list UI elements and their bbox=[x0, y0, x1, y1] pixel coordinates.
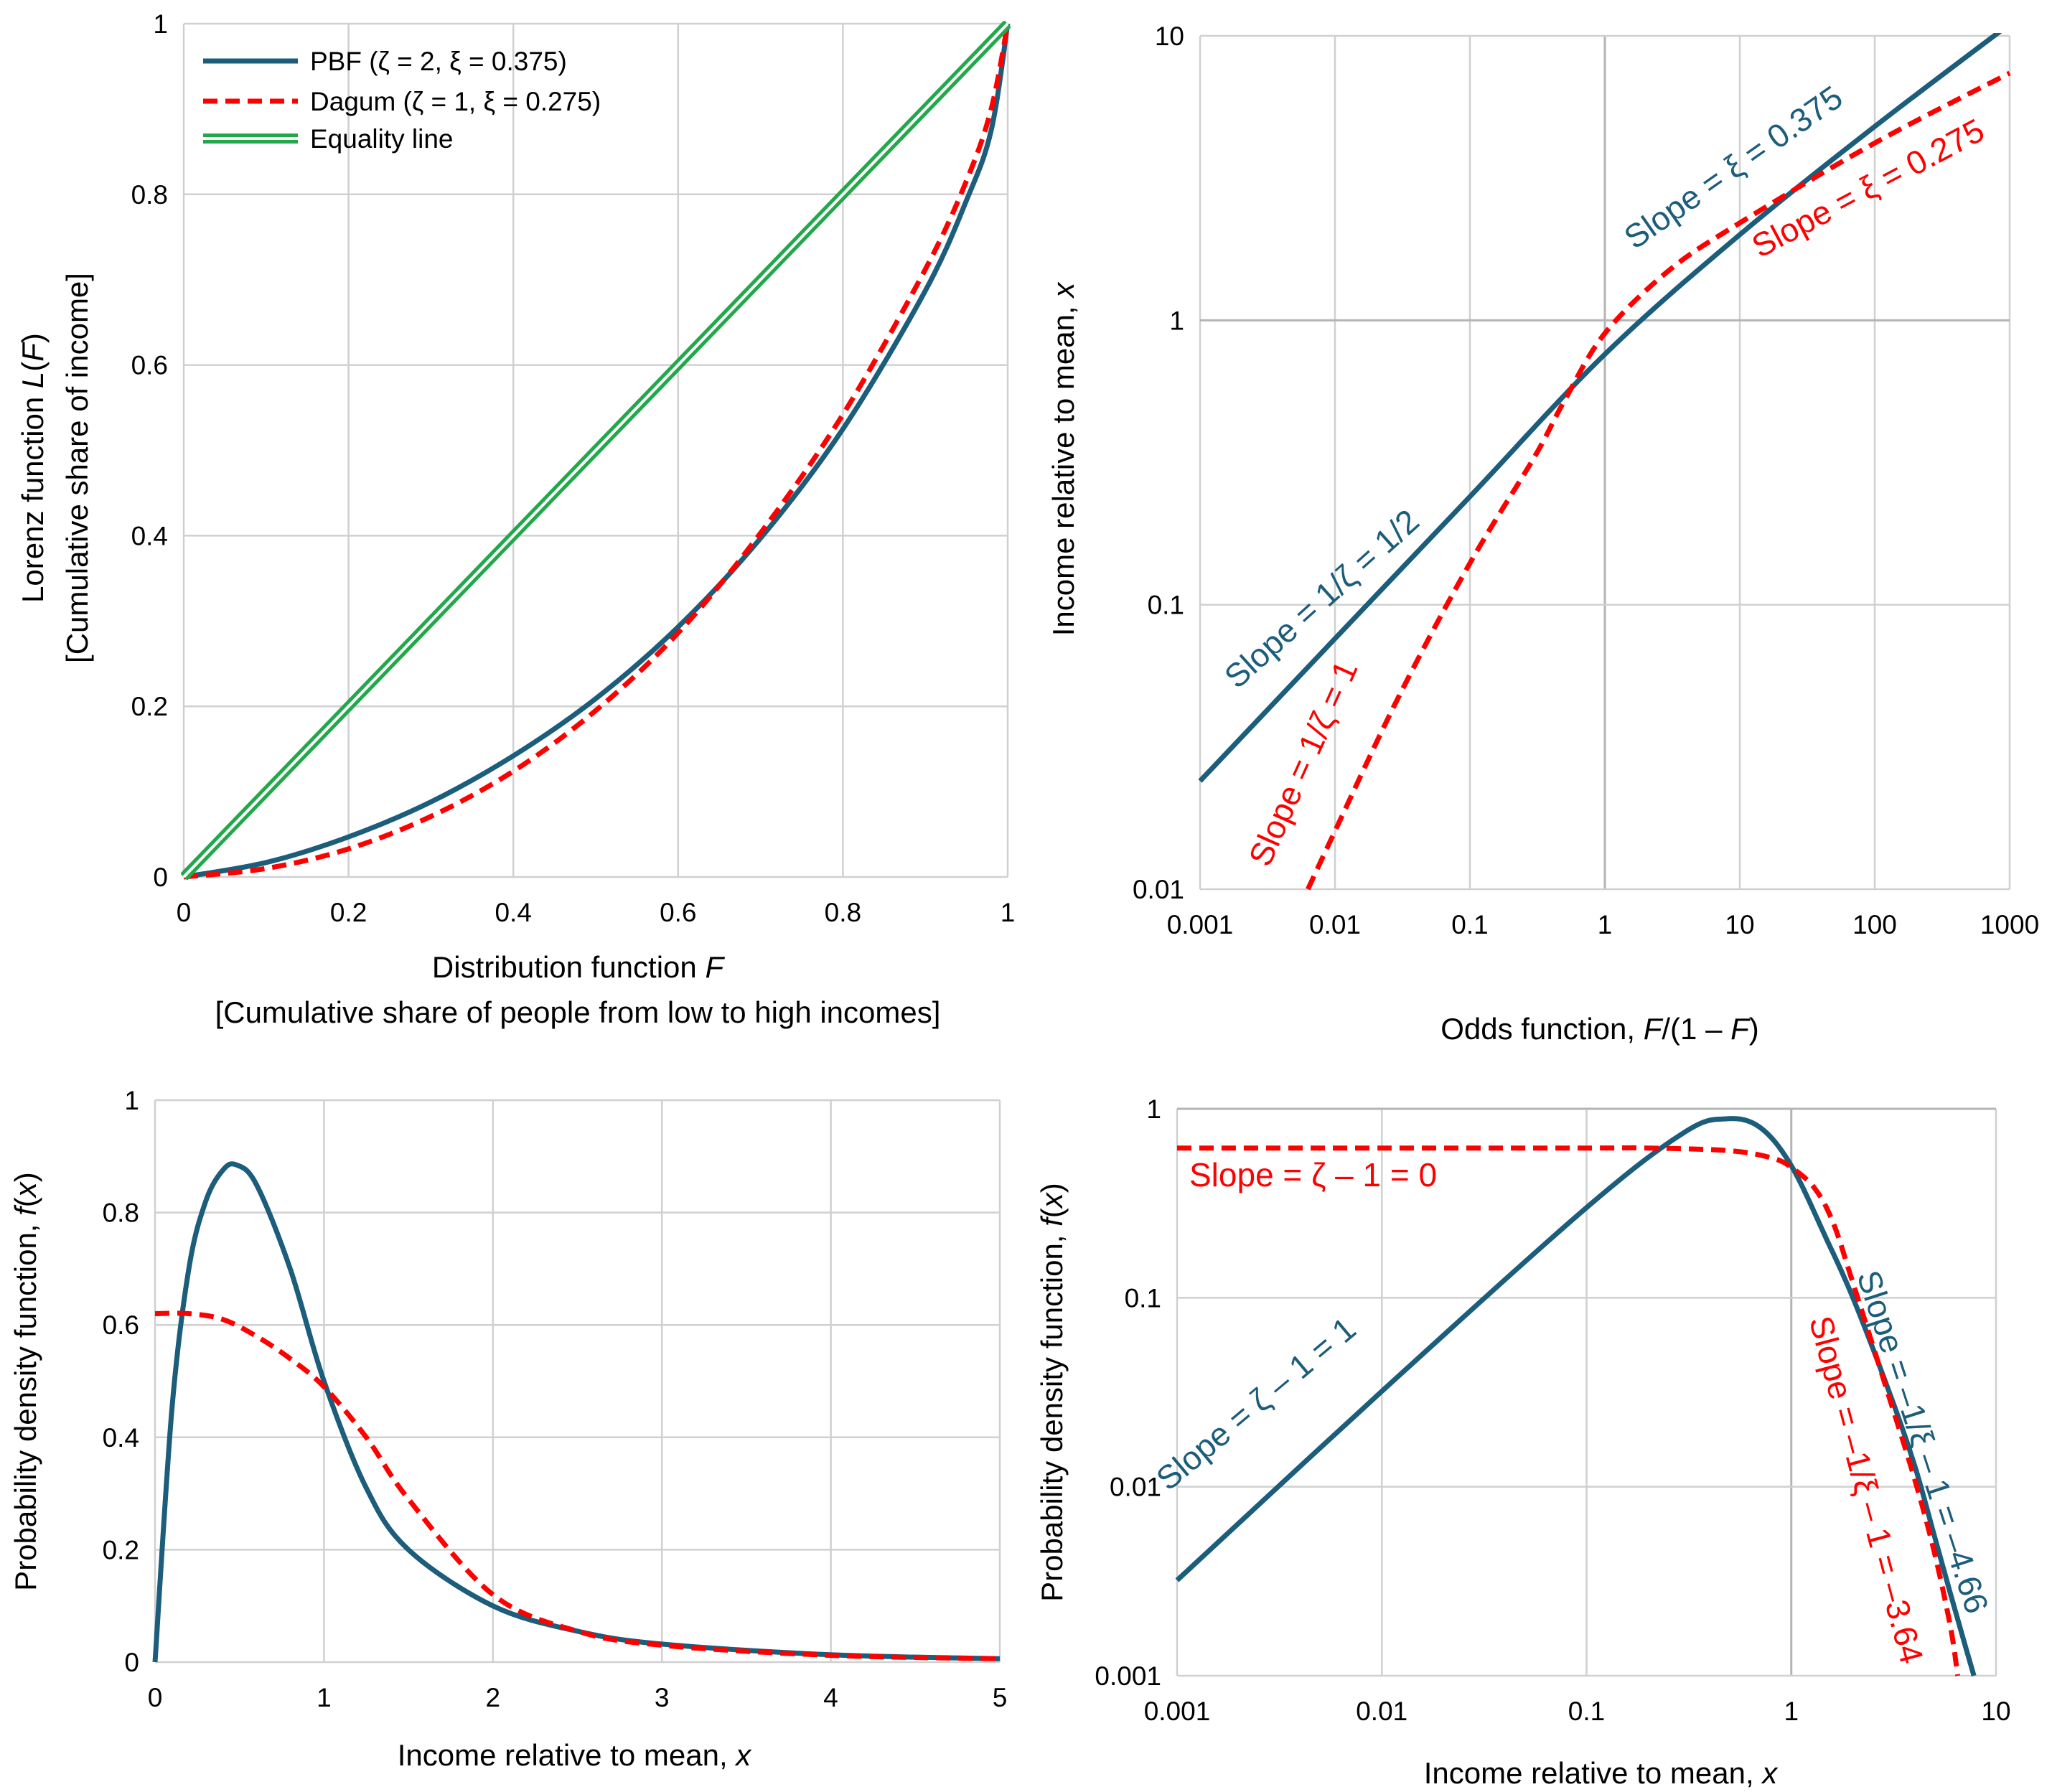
odds-xtick-label: 100 bbox=[1852, 910, 1897, 939]
odds-series-dagum-line bbox=[1306, 70, 2011, 891]
pdf-linear-xlabel: Income relative to mean, x bbox=[398, 1738, 753, 1772]
pdf-log-annotation-dagum-flat: Slope = ζ – 1 = 0 bbox=[1189, 1156, 1437, 1193]
odds-ylabel: Income relative to mean, x bbox=[1046, 281, 1080, 637]
pdf-log-ytick-label: 0.1 bbox=[1125, 1283, 1161, 1313]
lorenz-ytick-label: 0.8 bbox=[131, 180, 168, 210]
lorenz-series bbox=[181, 21, 1011, 880]
lorenz-tick-labels: 0 0.2 0.4 0.6 0.8 1 0 0.2 0.4 0.6 0.8 1 bbox=[131, 9, 1016, 927]
odds-ytick-label: 1 bbox=[1169, 306, 1184, 335]
pdf-linear-xtick-label: 0 bbox=[148, 1683, 163, 1712]
lorenz-xtick-label: 0.8 bbox=[825, 898, 861, 927]
pdf-log-ytick-label: 0.01 bbox=[1110, 1473, 1161, 1502]
lorenz-series-pbf-line bbox=[183, 23, 1011, 880]
pdf-linear-ylabel: Probability density function, f(x) bbox=[9, 1172, 42, 1591]
pdf-log-series-dagum-line bbox=[1176, 1145, 1961, 1676]
lorenz-ytick-label: 0.2 bbox=[131, 692, 168, 721]
lorenz-xtick-label: 1 bbox=[1001, 898, 1016, 927]
pdf-linear-series-dagum-line bbox=[154, 1310, 1001, 1661]
pdf-log-series bbox=[1175, 1116, 1977, 1676]
pdf-linear-xtick-label: 1 bbox=[317, 1683, 332, 1712]
lorenz-xtick-label: 0.6 bbox=[660, 898, 696, 927]
pdf-linear-xtick-label: 5 bbox=[993, 1683, 1008, 1712]
odds-ytick-label: 10 bbox=[1155, 22, 1184, 51]
pdf-linear-gridlines bbox=[154, 1099, 1001, 1664]
pdf-log-gridlines bbox=[1176, 1107, 1997, 1677]
pdf-linear-series bbox=[152, 1161, 1001, 1663]
odds-xlabel: Odds function, F/(1 – F) bbox=[1440, 1012, 1759, 1046]
legend-pbf-label: PBF (ζ = 2, ξ = 0.375) bbox=[310, 47, 567, 76]
pdf-log-annotation-pbf-rise: Slope = ζ – 1 = 1 bbox=[1149, 1310, 1363, 1498]
lorenz-xlabel-line1: Distribution function F bbox=[432, 950, 726, 984]
odds-xtick-label: 0.1 bbox=[1451, 910, 1488, 939]
lorenz-xtick-label: 0.4 bbox=[495, 898, 531, 927]
pdf-log-ylabel: Probability density function, f(x) bbox=[1035, 1183, 1069, 1602]
lorenz-ytick-label: 1 bbox=[153, 9, 168, 39]
lorenz-xtick-label: 0.2 bbox=[330, 898, 367, 927]
pdf-linear-chart: 0 1 2 3 4 5 0 0.2 0.4 0.6 0.8 1 Income relative to … bbox=[9, 1086, 1007, 1772]
lorenz-xlabel-line2: [Cumulative share of people from low to … bbox=[215, 995, 941, 1029]
odds-xtick-label: 1000 bbox=[1980, 910, 2039, 939]
odds-xtick-label: 1 bbox=[1598, 910, 1613, 939]
pdf-linear-series-pbf-line bbox=[152, 1161, 1001, 1663]
pdf-linear-ytick-label: 0.6 bbox=[103, 1310, 139, 1340]
lorenz-ytick-label: 0.4 bbox=[131, 521, 168, 550]
pdf-linear-ytick-label: 1 bbox=[124, 1086, 139, 1115]
odds-series bbox=[1198, 33, 2011, 891]
lorenz-series-dagum-line bbox=[183, 23, 1011, 880]
lorenz-series-equality-line-inner bbox=[182, 22, 1009, 878]
odds-xtick-label: 0.01 bbox=[1309, 910, 1361, 939]
pdf-linear-ytick-label: 0.2 bbox=[103, 1535, 139, 1565]
legend-dagum-label: Dagum (ζ = 1, ξ = 0.275) bbox=[310, 87, 601, 116]
lorenz-legend: PBF (ζ = 2, ξ = 0.375) Dagum (ζ = 1, ξ =… bbox=[203, 47, 601, 154]
pdf-log-xtick-label: 0.01 bbox=[1356, 1697, 1407, 1726]
pdf-linear-xtick-label: 3 bbox=[655, 1683, 670, 1712]
pdf-log-xtick-label: 10 bbox=[1981, 1697, 2010, 1726]
pdf-linear-ytick-label: 0.4 bbox=[103, 1423, 139, 1453]
pdf-linear-ytick-label: 0 bbox=[124, 1648, 139, 1677]
odds-ytick-label: 0.1 bbox=[1148, 591, 1184, 620]
odds-xtick-label: 0.001 bbox=[1167, 910, 1234, 939]
lorenz-ytick-label: 0.6 bbox=[131, 351, 168, 380]
lorenz-xtick-label: 0 bbox=[177, 898, 192, 927]
pdf-log-chart: 0.001 0.01 0.1 1 10 0.001 0.01 0.1 1 Slope = ζ –… bbox=[1035, 1094, 2011, 1790]
lorenz-chart: 0 0.2 0.4 0.6 0.8 1 0 0.2 0.4 0.6 0.8 1 PBF (ζ = 2,… bbox=[16, 9, 1015, 1029]
pdf-log-xtick-label: 1 bbox=[1784, 1697, 1799, 1726]
odds-tick-labels: 0.001 0.01 0.1 1 10 100 1000 0.01 0.1 1 10 bbox=[1133, 22, 2039, 939]
pdf-log-xtick-label: 0.001 bbox=[1144, 1697, 1211, 1726]
pdf-log-ytick-label: 1 bbox=[1146, 1094, 1161, 1124]
lorenz-ylabel-line2: [Cumulative share of income] bbox=[60, 273, 94, 663]
odds-chart: 0.001 0.01 0.1 1 10 100 1000 0.01 0.1 1 10 Slope =… bbox=[1046, 22, 2039, 1046]
pdf-linear-xtick-label: 2 bbox=[486, 1683, 501, 1712]
pdf-log-ytick-label: 0.001 bbox=[1095, 1661, 1161, 1691]
odds-xtick-label: 10 bbox=[1725, 910, 1754, 939]
pdf-linear-ytick-label: 0.8 bbox=[103, 1198, 139, 1228]
odds-series-pbf-line bbox=[1198, 33, 2002, 783]
pdf-log-series-pbf-line bbox=[1175, 1116, 1977, 1676]
pdf-linear-xtick-label: 4 bbox=[823, 1683, 838, 1712]
legend-equality-label: Equality line bbox=[310, 124, 454, 154]
pdf-linear-tick-labels: 0 1 2 3 4 5 0 0.2 0.4 0.6 0.8 1 bbox=[103, 1086, 1008, 1712]
lorenz-ytick-label: 0 bbox=[153, 863, 168, 892]
odds-ytick-label: 0.01 bbox=[1133, 875, 1184, 904]
odds-annotation-pbf-lower: Slope = 1/ζ = 1/2 bbox=[1217, 502, 1426, 695]
pdf-log-xlabel: Income relative to mean, x bbox=[1424, 1756, 1779, 1790]
pdf-log-tick-labels: 0.001 0.01 0.1 1 10 0.001 0.01 0.1 1 bbox=[1095, 1094, 2010, 1726]
lorenz-ylabel-line1: Lorenz function L(F) bbox=[16, 333, 50, 603]
odds-annotation-dagum-lower: Slope = 1/ζ = 1 bbox=[1241, 655, 1364, 871]
odds-gridlines bbox=[1199, 34, 2011, 891]
pdf-log-xtick-label: 0.1 bbox=[1568, 1697, 1605, 1726]
